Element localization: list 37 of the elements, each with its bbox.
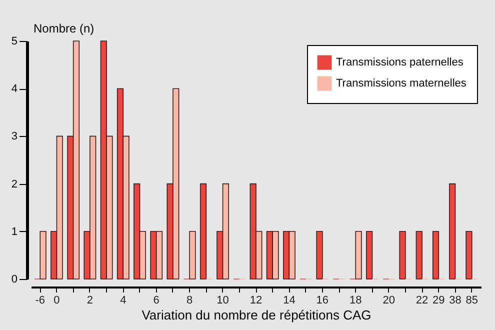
x-axis-title: Variation du nombre de répétitions CAG <box>142 308 372 322</box>
bar <box>432 231 440 280</box>
y-tick-label: 3 <box>11 130 18 143</box>
y-tick-label: 2 <box>11 178 18 190</box>
legend-label: Transmissions maternelles <box>336 78 467 90</box>
bar <box>200 183 207 280</box>
bar <box>355 231 362 280</box>
x-tick-label: 18 <box>350 294 362 306</box>
x-tick-label: 6 <box>153 294 160 306</box>
y-tick-label: 4 <box>11 83 18 96</box>
y-tick-label: 5 <box>11 36 18 48</box>
x-tick-label: 12 <box>250 294 262 306</box>
legend-label: Transmissions paternelles <box>336 56 464 68</box>
x-tick-label: 4 <box>120 294 126 306</box>
x-tick-label: 16 <box>316 294 329 306</box>
x-tick-label: 20 <box>382 294 395 306</box>
y-tick-label: 0 <box>11 274 18 286</box>
bar <box>189 231 196 280</box>
y-axis-title: Nombre (n) <box>34 22 94 36</box>
x-tick-label: 38 <box>449 294 462 306</box>
x-tick-label: 85 <box>466 294 478 306</box>
x-tick-label: 10 <box>216 294 229 306</box>
x-tick-label: 22 <box>416 294 428 306</box>
y-tick-label: 1 <box>11 226 18 238</box>
x-tick-label: 0 <box>54 294 60 306</box>
x-tick-label: -6 <box>35 294 46 306</box>
x-tick-label: 2 <box>86 294 94 306</box>
bar <box>416 231 422 280</box>
bar <box>399 231 406 280</box>
bar <box>40 231 46 280</box>
x-tick-label: 8 <box>186 294 193 306</box>
bar <box>449 183 456 280</box>
bar <box>366 231 373 280</box>
x-tick-label: 14 <box>283 294 296 306</box>
x-tick-label: 29 <box>432 294 445 306</box>
bar <box>466 231 472 280</box>
bar <box>316 231 323 280</box>
